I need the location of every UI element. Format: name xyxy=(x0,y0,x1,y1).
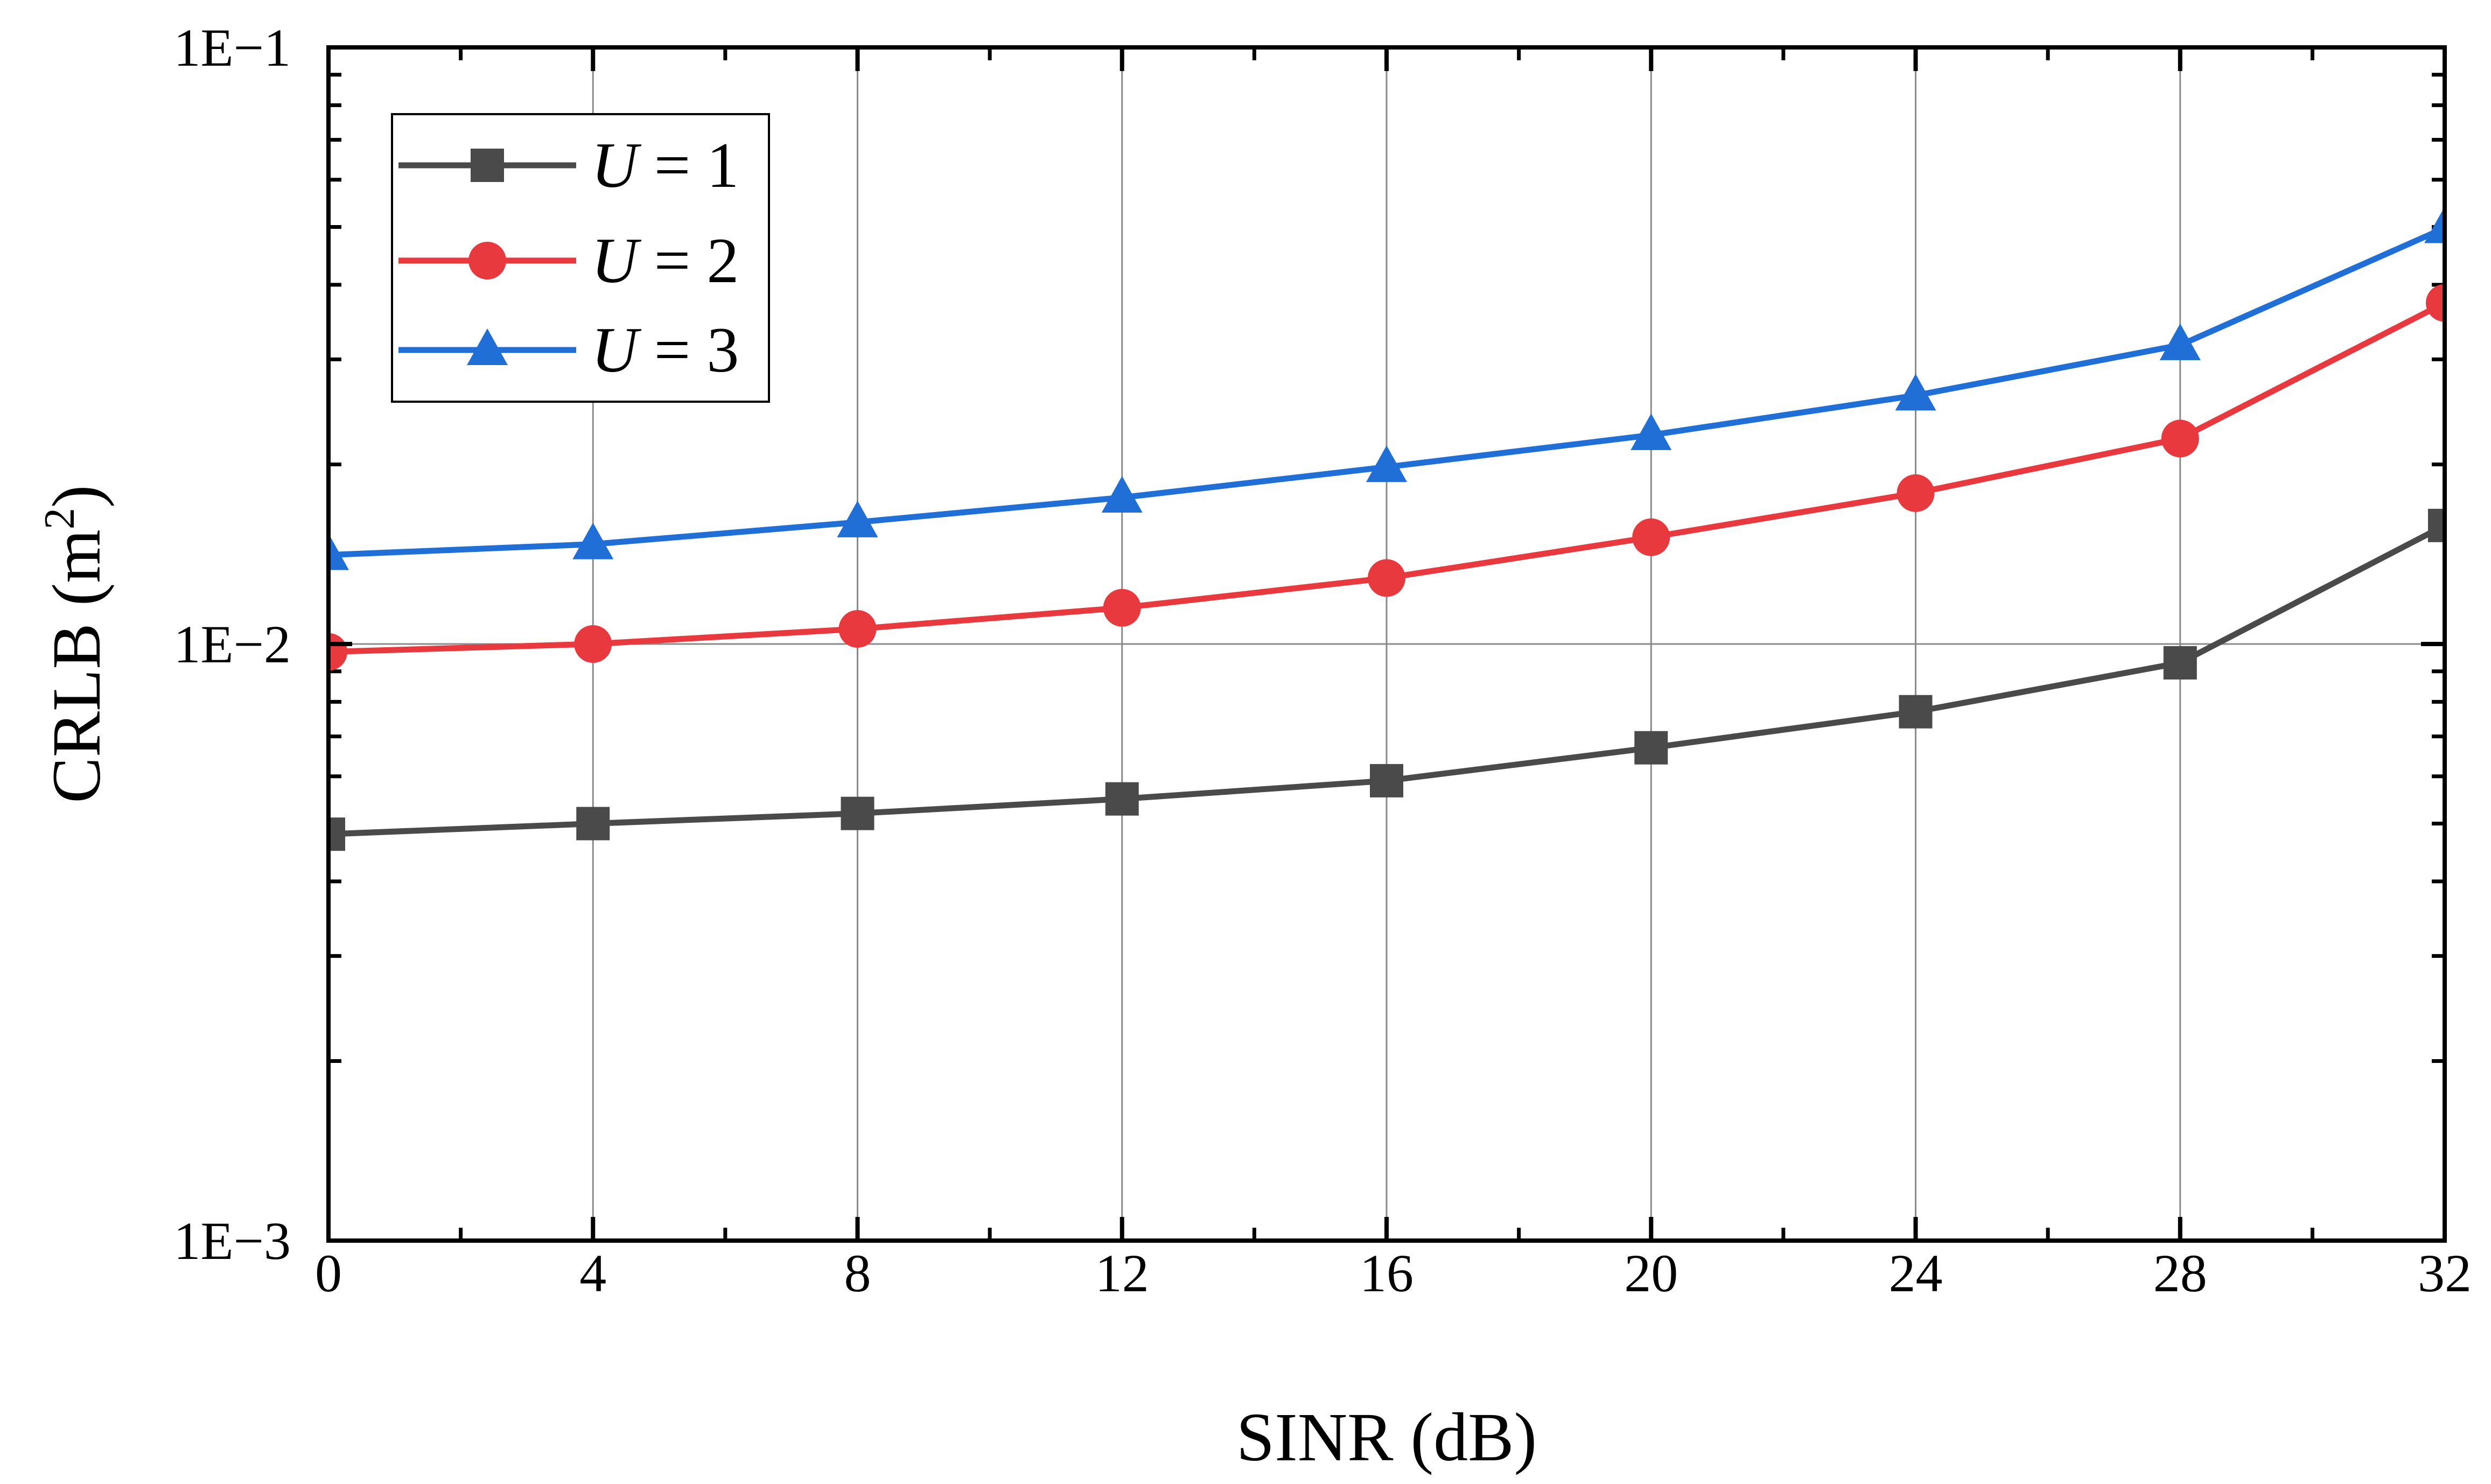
x-tick-label: 12 xyxy=(1095,1243,1149,1303)
x-axis-ticks: 0 4 8 12 16 20 24 28 32 xyxy=(315,47,2472,1303)
y-axis-title-superscript: 2 xyxy=(36,508,83,529)
data-point-u1 xyxy=(1634,731,1668,765)
legend-label-value: = 1 xyxy=(638,129,739,201)
x-tick-label: 4 xyxy=(579,1243,606,1303)
data-point-u2 xyxy=(574,625,612,663)
y-axis-ticks: 1E−3 1E−2 1E−1 xyxy=(174,18,2445,1271)
legend-marker-u2 xyxy=(468,242,506,279)
x-tick-label: 28 xyxy=(2153,1243,2207,1303)
legend: U = 1U = 2U = 3 xyxy=(391,113,770,403)
data-point-u1 xyxy=(1899,695,1933,729)
data-point-u1 xyxy=(328,817,345,851)
x-tick-label: 24 xyxy=(1889,1243,1943,1303)
data-point-u3 xyxy=(1895,374,1936,411)
legend-label-u3: U = 3 xyxy=(591,314,739,386)
legend-label-var: U xyxy=(591,129,642,201)
legend-label-value: = 2 xyxy=(638,225,739,296)
data-point-u1 xyxy=(841,796,874,830)
x-tick-label: 0 xyxy=(315,1243,342,1303)
data-point-u2 xyxy=(838,610,877,648)
legend-label-var: U xyxy=(591,225,642,296)
series-markers xyxy=(328,206,2445,851)
data-point-u3 xyxy=(2159,323,2201,360)
x-tick-label: 16 xyxy=(1360,1243,1414,1303)
grid-lines xyxy=(328,47,2445,1241)
data-point-u3 xyxy=(2424,206,2445,243)
x-tick-label: 20 xyxy=(1624,1243,1678,1303)
data-point-u1 xyxy=(1105,782,1139,816)
data-point-u2 xyxy=(2426,284,2445,322)
data-point-u2 xyxy=(2161,419,2199,458)
data-point-u1 xyxy=(576,807,610,841)
data-point-u2 xyxy=(1103,589,1141,627)
data-point-u1 xyxy=(2163,646,2197,680)
y-tick-label: 1E−2 xyxy=(174,614,291,674)
legend-marker-u1 xyxy=(471,149,504,182)
y-axis-title-close: ) xyxy=(38,485,115,508)
data-point-u2 xyxy=(1368,559,1405,597)
data-point-u3 xyxy=(837,500,878,537)
data-point-u3 xyxy=(1631,413,1672,450)
data-point-u3 xyxy=(328,533,349,570)
data-point-u1 xyxy=(1370,764,1403,797)
x-tick-label: 8 xyxy=(844,1243,871,1303)
data-point-u3 xyxy=(1366,445,1407,482)
x-axis-title: SINR (dB) xyxy=(1236,1399,1537,1475)
data-point-u1 xyxy=(2428,508,2445,542)
legend-label-u1: U = 1 xyxy=(591,129,739,201)
y-axis-title-main: CRLB (m xyxy=(38,529,115,803)
x-tick-label: 32 xyxy=(2418,1243,2472,1303)
data-point-u2 xyxy=(1897,474,1935,512)
data-point-u2 xyxy=(1632,518,1670,556)
legend-label-u2: U = 2 xyxy=(591,225,739,296)
data-point-u3 xyxy=(572,522,614,559)
legend-label-value: = 3 xyxy=(638,314,739,386)
y-axis-title: CRLB (m2) xyxy=(36,485,115,803)
y-tick-label: 1E−1 xyxy=(174,18,291,78)
legend-label-var: U xyxy=(591,314,642,386)
legend-marker-u3 xyxy=(467,328,508,365)
data-point-u3 xyxy=(1101,475,1143,513)
y-tick-label: 1E−3 xyxy=(174,1211,291,1271)
